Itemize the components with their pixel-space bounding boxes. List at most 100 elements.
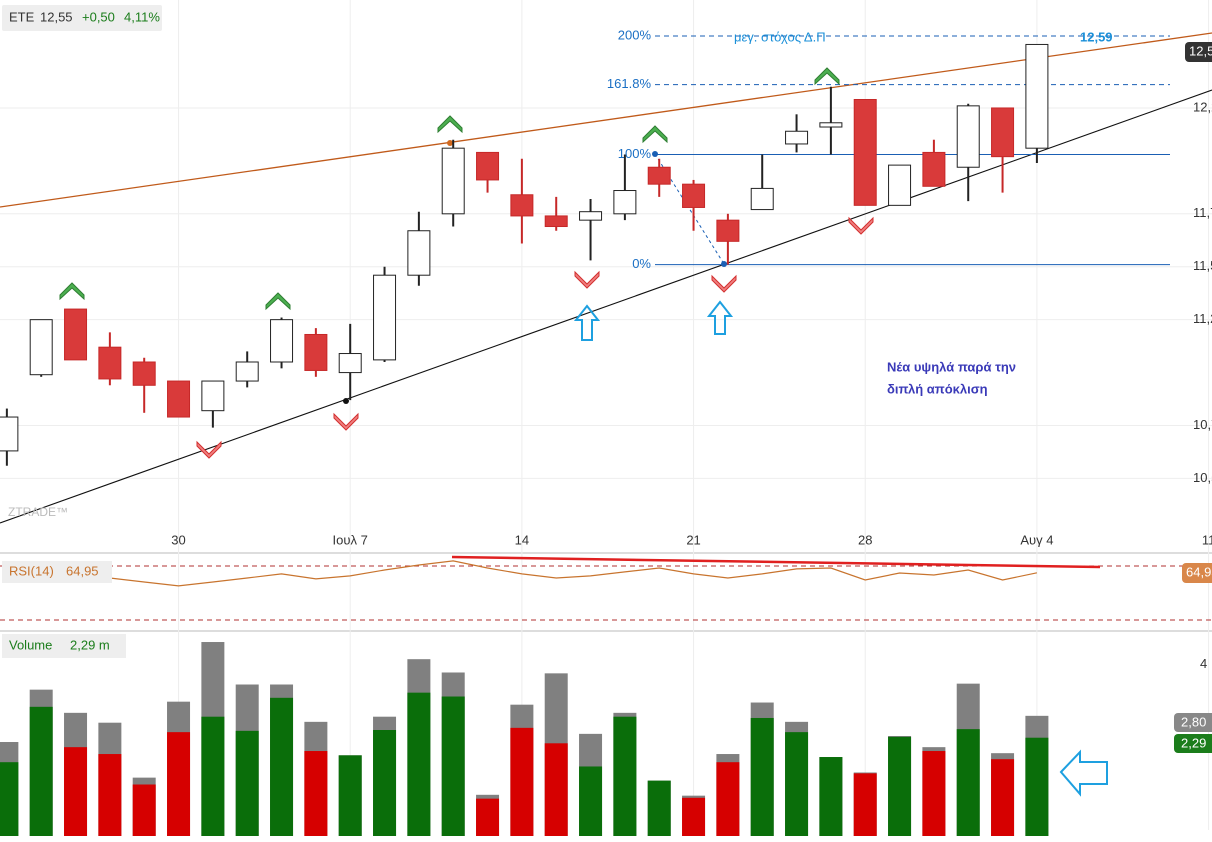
- fib-anchor: [654, 153, 725, 265]
- volume-bar: [235, 730, 259, 836]
- candle-body: [98, 346, 122, 380]
- resistance-line: [0, 32, 1212, 208]
- volume-bar: [579, 766, 603, 836]
- volume-bar: [922, 751, 946, 836]
- down-chevron: [848, 216, 874, 235]
- rsi-line: [6, 560, 1038, 587]
- y-tick-label: 11,25: [1193, 311, 1212, 326]
- candle-body: [613, 190, 637, 215]
- y-tick-label: 10,5: [1193, 470, 1212, 485]
- annotation: Νέα υψηλά παρά την: [887, 359, 1016, 374]
- x-tick-label: 11: [1202, 532, 1212, 547]
- candle-body: [991, 107, 1015, 158]
- candle-body: [476, 151, 500, 181]
- volume-bar: [647, 780, 671, 836]
- blue-arrows: [573, 300, 1108, 797]
- price: 12,55: [40, 9, 73, 24]
- volume-bar: [510, 727, 534, 836]
- volume-bar: [544, 743, 568, 836]
- candle-body: [647, 166, 671, 185]
- legend-box: [2, 5, 162, 31]
- volume-bar: [373, 729, 397, 836]
- volume-bar: [682, 797, 706, 836]
- fib-label: 161.8%: [607, 76, 652, 91]
- price-tag: [1185, 42, 1212, 62]
- x-tick-label: Ιουλ 7: [333, 532, 368, 547]
- candle-body: [29, 319, 53, 376]
- y-tick-label: 11,5: [1193, 258, 1212, 273]
- candle-body: [132, 361, 156, 386]
- volume-bar: [338, 755, 362, 836]
- candle-body: [750, 187, 774, 211]
- candle-body: [338, 353, 362, 374]
- candle-body: [819, 122, 843, 128]
- candle-body: [853, 98, 877, 206]
- price-tag-label: 12,55: [1189, 43, 1212, 58]
- up-chevron: [59, 282, 85, 301]
- candle-body: [373, 274, 397, 361]
- up-chevron: [814, 67, 840, 86]
- volume-bar: [819, 757, 843, 836]
- candle-body: [579, 211, 603, 221]
- volume-bar: [270, 697, 294, 836]
- watermark: ZTRADE™: [8, 505, 68, 519]
- y-tick-label: 12,25: [1193, 99, 1212, 114]
- volume-bar: [407, 692, 431, 836]
- y-tick-label: 10,75: [1193, 417, 1212, 432]
- candle-body: [0, 416, 19, 452]
- down-chevron: [574, 270, 600, 289]
- target-value: 12,59: [1080, 29, 1113, 44]
- volume-bar: [98, 754, 122, 836]
- volume-bar: [888, 736, 912, 836]
- candle-body: [235, 361, 259, 382]
- volume-bar: [29, 706, 53, 836]
- candle-body: [270, 319, 294, 363]
- rsi-tag: [1182, 563, 1212, 583]
- volume-bar: [0, 762, 19, 836]
- volume-bar: [1025, 737, 1049, 836]
- x-tick-label: 28: [858, 532, 872, 547]
- volume-tag-label: 2,80: [1181, 714, 1206, 729]
- x-tick-label: 30: [171, 532, 185, 547]
- y-tick-label: 4: [1200, 656, 1207, 671]
- left-arrow: [1059, 749, 1108, 797]
- volume-bar: [716, 762, 740, 836]
- volume-bar: [750, 717, 774, 836]
- candle-body: [167, 380, 191, 418]
- x-tick-label: Αυγ 4: [1020, 532, 1053, 547]
- fib-group: 200% 161.8% 100% 0%: [607, 27, 1170, 271]
- volume-bar: [201, 716, 225, 836]
- candle-body: [922, 151, 946, 187]
- up-arrow: [706, 300, 734, 335]
- candle-body: [888, 164, 912, 206]
- volume-bar: [441, 696, 465, 836]
- candle-body: [407, 230, 431, 276]
- volume-value: 2,29 m: [70, 637, 110, 652]
- fib-point: [652, 151, 658, 157]
- rsi-divergence-line: [451, 555, 1101, 569]
- up-arrow: [573, 304, 601, 341]
- volume-bar: [476, 798, 500, 836]
- volume-bar: [956, 729, 980, 836]
- trend-point: [343, 398, 349, 404]
- x-tick-label: 14: [515, 532, 529, 547]
- volume-bar: [853, 773, 877, 836]
- trend-point: [447, 140, 453, 146]
- candle-body: [304, 333, 328, 371]
- candle-body: [682, 183, 706, 208]
- volume-tag: [1174, 713, 1212, 732]
- symbol: ETE: [9, 9, 35, 24]
- y-tick-label: 11,75: [1193, 205, 1212, 220]
- rsi-title: RSI(14): [9, 563, 54, 578]
- down-chevron: [333, 412, 359, 431]
- volume-bar: [132, 784, 156, 836]
- candle-body: [544, 215, 568, 228]
- fib-label: 100%: [618, 146, 652, 161]
- candle-body: [64, 308, 88, 361]
- volume-bar: [991, 759, 1015, 836]
- annotation: διπλή απόκλιση: [887, 381, 988, 396]
- fib-label: 200%: [618, 27, 652, 42]
- volume-bar: [64, 747, 88, 836]
- sell-signals: [196, 216, 874, 459]
